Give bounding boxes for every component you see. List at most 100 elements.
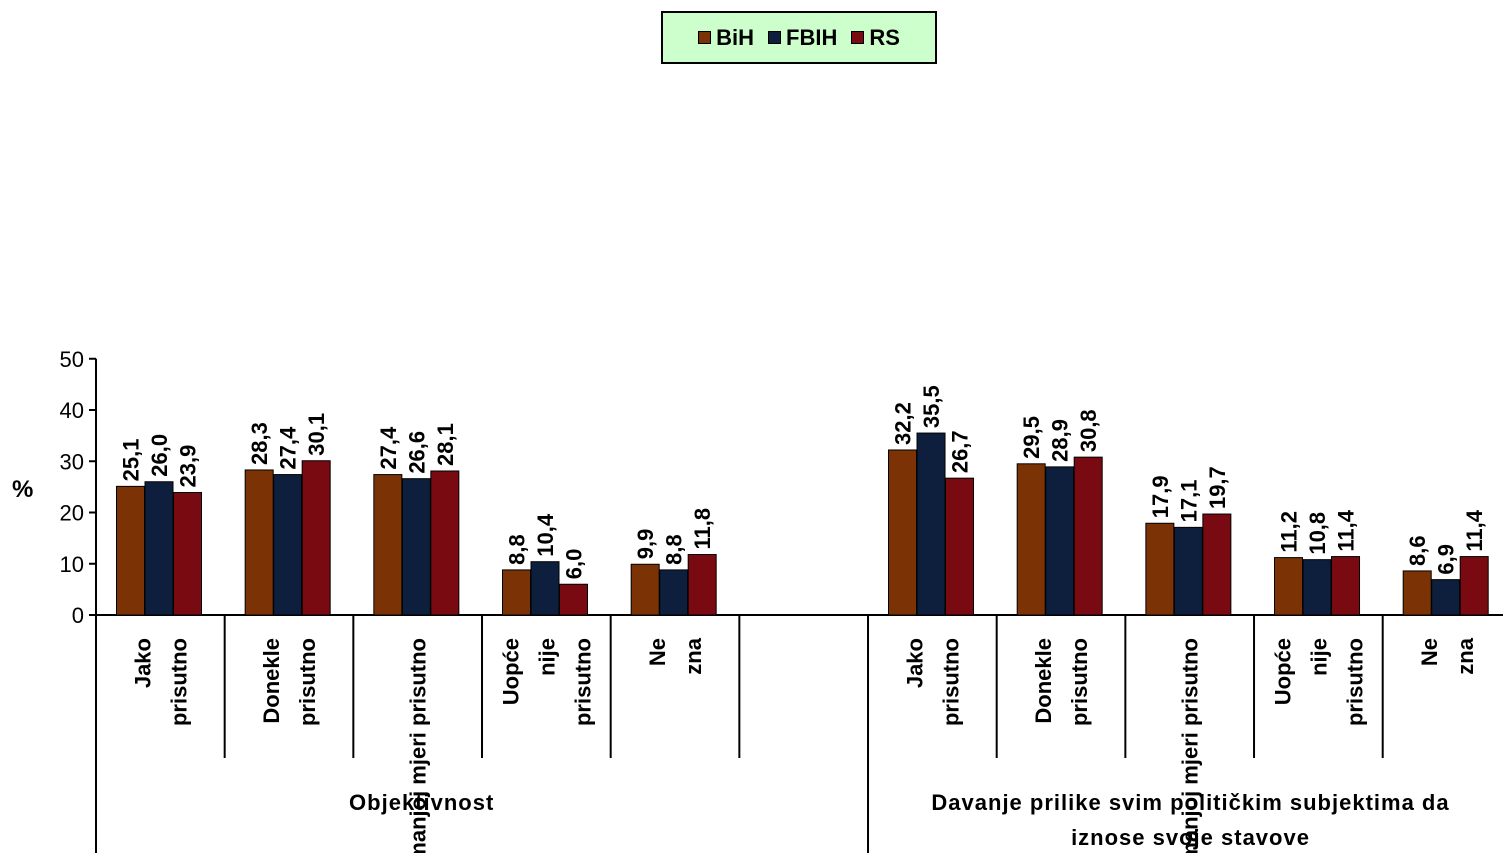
category-label: nije xyxy=(1306,638,1331,676)
group-label: Objektivnost xyxy=(349,790,494,815)
bar-bih xyxy=(1402,570,1432,616)
y-axis-label: % xyxy=(12,476,33,503)
data-label: 35,5 xyxy=(919,385,944,428)
y-tick-label: 0 xyxy=(72,603,84,628)
data-label: 26,7 xyxy=(948,430,973,473)
y-tick-label: 10 xyxy=(60,552,84,577)
bar-rs xyxy=(1459,556,1489,616)
category-label: prisutno xyxy=(295,638,320,726)
data-label: 8,8 xyxy=(662,534,687,565)
bar-bih xyxy=(244,469,274,616)
category-label: prisutno xyxy=(570,638,595,726)
data-label: 9,9 xyxy=(633,529,658,560)
y-tick-label: 30 xyxy=(60,449,84,474)
legend-swatch-rs xyxy=(851,31,865,44)
bar-fbih xyxy=(1431,579,1461,616)
bar-bih xyxy=(502,569,532,616)
bar-rs xyxy=(1073,456,1103,616)
bar-fbih xyxy=(1173,526,1203,616)
bar-bih xyxy=(888,449,918,616)
data-label: 26,6 xyxy=(404,431,429,474)
bar-fbih xyxy=(1302,559,1332,616)
bar-rs xyxy=(301,460,331,616)
category-label: Donekle xyxy=(1031,638,1056,724)
bar-rs xyxy=(687,554,717,616)
category-label: Jako xyxy=(902,638,927,688)
category-label: prisutno xyxy=(1342,638,1367,726)
data-label: 11,4 xyxy=(1334,509,1359,551)
data-label: 28,3 xyxy=(247,422,272,465)
bar-fbih xyxy=(273,474,303,616)
bar-fbih xyxy=(1045,466,1075,616)
data-label: 27,4 xyxy=(376,426,401,470)
bar-fbih xyxy=(401,478,431,616)
legend-label-rs: RS xyxy=(869,24,900,50)
category-label: Jako xyxy=(130,638,155,688)
data-label: 8,6 xyxy=(1405,535,1430,566)
data-label: 30,1 xyxy=(304,413,329,456)
data-label: 19,7 xyxy=(1205,466,1230,509)
data-label: 11,2 xyxy=(1277,511,1302,553)
data-label: 28,9 xyxy=(1048,419,1073,462)
category-label: nije xyxy=(534,638,559,676)
data-label: 25,1 xyxy=(119,439,144,482)
legend-swatch-fbih xyxy=(768,31,781,44)
legend-entry-fbih: FBIH xyxy=(768,25,837,51)
y-tick-label: 20 xyxy=(60,501,84,526)
category-label: Uopće xyxy=(1270,638,1295,705)
bar-rs xyxy=(430,470,460,616)
bar-bih xyxy=(630,563,660,616)
bar-rs xyxy=(945,477,975,616)
data-label: 17,1 xyxy=(1176,480,1201,523)
data-label: 10,4 xyxy=(533,513,558,557)
category-label: Donekle xyxy=(259,638,284,724)
category-label: zna xyxy=(681,637,706,674)
category-label: prisutno xyxy=(166,638,191,726)
data-label: 11,8 xyxy=(690,508,715,550)
category-label: Ne xyxy=(645,638,670,666)
data-label: 11,4 xyxy=(1462,509,1487,551)
bar-bih xyxy=(373,474,403,616)
category-label: Ne xyxy=(1417,638,1442,666)
bar-fbih xyxy=(530,561,560,616)
chart-legend: BiH FBIH RS xyxy=(661,11,937,64)
group-label-line: Davanje prilike svim političkim subjekti… xyxy=(931,790,1449,815)
y-tick-label: 50 xyxy=(60,347,84,372)
category-label: Uopće xyxy=(498,638,523,705)
data-label: 23,9 xyxy=(176,445,201,488)
category-label: prisutno xyxy=(938,638,963,726)
chart-category-labels: Jako prisutno Donekle prisutno U manjoj mjer… xyxy=(130,637,1478,853)
bar-rs xyxy=(559,583,589,616)
data-label: 27,4 xyxy=(276,426,301,470)
data-label: 30,8 xyxy=(1076,409,1101,452)
bar-fbih xyxy=(659,569,689,616)
bar-rs xyxy=(1331,556,1361,616)
legend-entry-rs: RS xyxy=(851,25,900,51)
bar-bih xyxy=(1145,522,1175,616)
bar-bih xyxy=(1016,463,1046,616)
chart-bars xyxy=(116,432,1489,616)
y-tick-label: 40 xyxy=(60,398,84,423)
data-label: 6,9 xyxy=(1434,544,1459,575)
bar-fbih xyxy=(916,432,946,616)
data-label: 32,2 xyxy=(891,402,916,445)
data-label: 17,9 xyxy=(1148,475,1173,518)
category-label: U manjoj mjeri prisutno xyxy=(406,638,431,853)
category-label: zna xyxy=(1453,637,1478,674)
bar-bih xyxy=(1274,557,1304,616)
data-label: 10,8 xyxy=(1305,512,1330,555)
data-label: 8,8 xyxy=(505,534,530,565)
legend-entry-bih: BiH xyxy=(698,25,754,51)
bar-rs xyxy=(173,492,202,616)
bar-rs xyxy=(1202,513,1232,616)
data-label: 29,5 xyxy=(1019,416,1044,459)
legend-label-fbih: FBIH xyxy=(786,24,838,50)
data-label: 6,0 xyxy=(562,549,587,580)
bar-fbih xyxy=(144,481,174,616)
legend-swatch-bih xyxy=(698,31,712,44)
legend-label-bih: BiH xyxy=(716,24,754,50)
category-label: U manjoj mjeri prisutno xyxy=(1178,638,1203,853)
chart-value-labels: 25,1 26,0 23,928,3 27,4 30,1 27,4 26,6 28,18,8 1… xyxy=(119,385,1488,579)
group-label-line: iznose svoje stavove xyxy=(1071,825,1310,850)
